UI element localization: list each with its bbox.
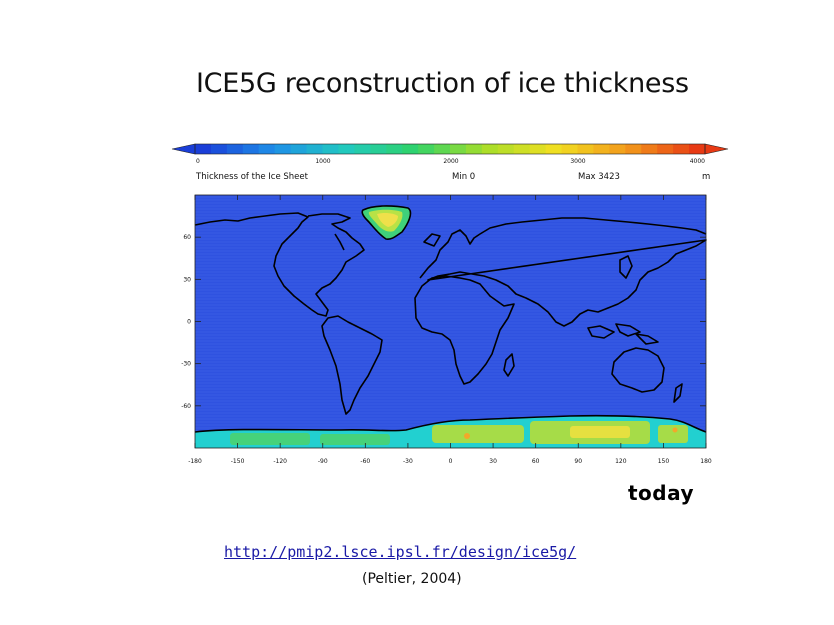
antarctica-band-2 xyxy=(320,434,390,445)
ice-thickness-figure: 0 1000 2000 3000 4000 Thickness of the I… xyxy=(170,138,730,473)
antarctica-band-5 xyxy=(570,426,630,438)
colorbar-cell xyxy=(465,144,483,154)
colorbar: 0 1000 2000 3000 4000 Thickness of the I… xyxy=(171,143,729,182)
antarctica-max-spot xyxy=(464,433,470,439)
north-america-coast xyxy=(194,212,365,317)
colorbar-cell xyxy=(242,144,260,154)
colorbar-min-label: Min 0 xyxy=(452,172,475,182)
colorbar-cell xyxy=(625,144,642,154)
lon-tick-label: 60 xyxy=(532,458,540,465)
colorbar-cell xyxy=(450,144,467,154)
eurasia-coast xyxy=(419,217,707,327)
indonesia-coast xyxy=(587,323,659,345)
antarctica-band-6 xyxy=(658,425,688,443)
lon-tick-label: 90 xyxy=(574,458,582,465)
lon-tick-label: -120 xyxy=(273,458,287,465)
antarctica-band-3 xyxy=(432,425,524,443)
colorbar-left-arrow xyxy=(171,143,196,155)
lon-tick-label: -180 xyxy=(188,458,202,465)
colorbar-cell xyxy=(545,144,563,154)
antarctica-band-1 xyxy=(230,433,310,445)
lat-tick-label: 30 xyxy=(183,276,191,283)
colorbar-tick-0: 0 xyxy=(196,158,200,165)
lat-tick-label: -30 xyxy=(181,361,191,368)
coastlines xyxy=(194,205,707,433)
latitude-ticks: 60 30 0 -30 -60 xyxy=(181,234,706,410)
colorbar-cell xyxy=(290,144,308,154)
colorbar-tick-4000: 4000 xyxy=(690,158,705,165)
lon-tick-label: 150 xyxy=(658,458,670,465)
colorbar-cell xyxy=(306,144,323,154)
colorbar-tick-2000: 2000 xyxy=(443,158,458,165)
colorbar-cell xyxy=(210,144,228,154)
colorbar-cell xyxy=(274,144,292,154)
map-panel: 60 30 0 -30 -60 -180 -150 -120 -90 -60 -30 0 30 60 90… xyxy=(181,194,712,465)
colorbar-cell xyxy=(386,144,403,154)
japan-coast xyxy=(619,255,633,279)
antarctica-hot-spot xyxy=(672,427,678,433)
new-zealand-coast xyxy=(673,383,683,403)
source-url-link[interactable]: http://pmip2.lsce.ipsl.fr/design/ice5g/ xyxy=(224,543,577,561)
colorbar-right-arrow xyxy=(704,143,729,155)
colorbar-cell xyxy=(577,144,594,154)
south-america-coast xyxy=(321,315,383,415)
colorbar-cell xyxy=(641,144,658,154)
colorbar-variable-label: Thickness of the Ice Sheet xyxy=(195,172,309,182)
colorbar-cell xyxy=(434,144,451,154)
slide-title: ICE5G reconstruction of ice thickness xyxy=(196,68,689,99)
colorbar-max-label: Max 3423 xyxy=(578,172,620,182)
madagascar-coast xyxy=(503,353,515,377)
ice-thickness-map-svg: 0 1000 2000 3000 4000 Thickness of the I… xyxy=(171,143,729,465)
lon-tick-label: 180 xyxy=(700,458,712,465)
lon-tick-label: 30 xyxy=(489,458,497,465)
antarctica-coast xyxy=(194,414,707,433)
colorbar-frame xyxy=(194,143,706,155)
colorbar-cell xyxy=(657,144,674,154)
colorbar-cell xyxy=(258,144,276,154)
colorbar-cell xyxy=(561,144,578,154)
lat-tick-label: 60 xyxy=(183,234,191,241)
colorbar-cell xyxy=(673,144,690,154)
time-caption: today xyxy=(628,481,695,505)
colorbar-cell xyxy=(497,144,515,154)
colorbar-cell xyxy=(338,144,355,154)
longitude-ticks: -180 -150 -120 -90 -60 -30 0 30 60 90 120 150 180 xyxy=(188,195,712,465)
colorbar-cell xyxy=(689,144,706,154)
africa-coast xyxy=(414,275,515,385)
citation: (Peltier, 2004) xyxy=(362,571,462,587)
colorbar-cell xyxy=(609,144,626,154)
lon-tick-label: -90 xyxy=(318,458,328,465)
antarctica-ice xyxy=(195,415,706,448)
lon-tick-label: 120 xyxy=(615,458,627,465)
colorbar-units-label: m xyxy=(702,172,710,182)
colorbar-cell xyxy=(354,144,371,154)
australia-coast xyxy=(611,347,665,393)
colorbar-cell xyxy=(418,144,435,154)
greenland-ice xyxy=(362,205,411,240)
lon-tick-label: -150 xyxy=(231,458,245,465)
lon-tick-label: -60 xyxy=(360,458,370,465)
colorbar-cell xyxy=(529,144,547,154)
greenland-ice-core xyxy=(377,212,398,227)
colorbar-cell xyxy=(402,144,419,154)
lon-tick-label: 0 xyxy=(449,458,453,465)
british-isles-coast xyxy=(423,233,441,247)
lon-tick-label: -30 xyxy=(403,458,413,465)
colorbar-cell xyxy=(593,144,610,154)
colorbar-cell xyxy=(226,144,244,154)
lat-tick-label: 0 xyxy=(187,319,191,326)
colorbar-cell xyxy=(322,144,339,154)
greenland-coast xyxy=(361,205,412,240)
colorbar-tick-1000: 1000 xyxy=(315,158,330,165)
colorbar-cell xyxy=(481,144,499,154)
colorbar-tick-3000: 3000 xyxy=(570,158,585,165)
colorbar-cell xyxy=(513,144,531,154)
lat-tick-label: -60 xyxy=(181,403,191,410)
colorbar-cell xyxy=(195,144,212,154)
colorbar-cells xyxy=(195,144,706,154)
colorbar-cell xyxy=(370,144,387,154)
